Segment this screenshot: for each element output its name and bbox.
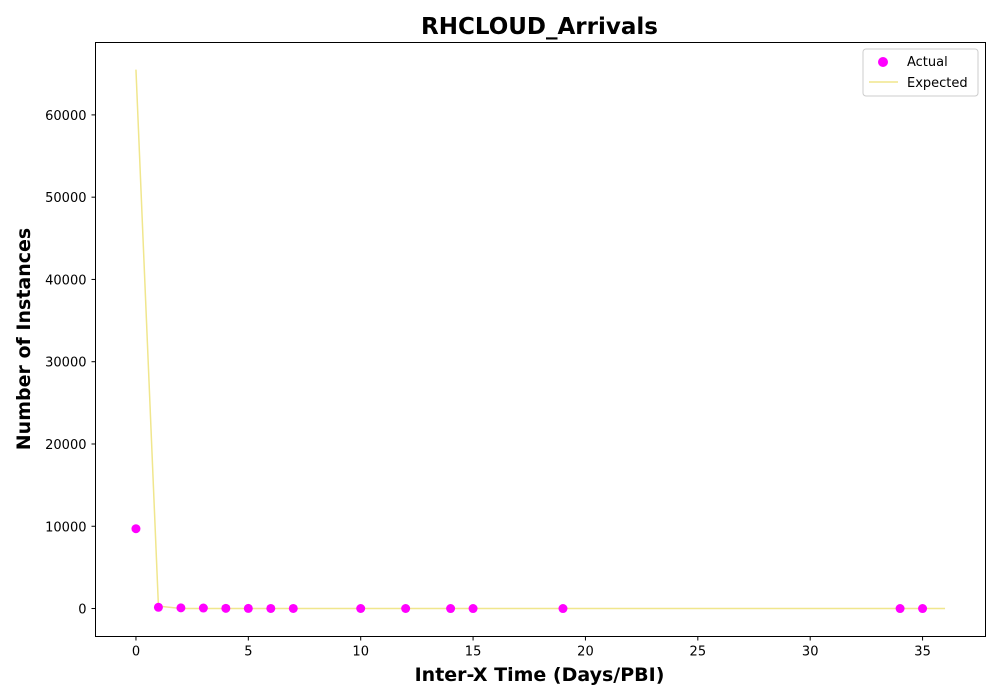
x-axis: 0 5 10 15 20 25 30 35	[132, 636, 931, 660]
legend-marker-actual	[878, 57, 888, 67]
y-axis-label: Number of Instances	[13, 228, 35, 450]
x-tick-label: 0	[132, 645, 140, 660]
actual-point	[468, 604, 478, 614]
actual-point	[356, 604, 366, 614]
actual-point	[918, 604, 928, 614]
actual-point	[153, 602, 163, 612]
x-tick-label: 10	[352, 645, 369, 660]
x-tick-label: 5	[244, 645, 252, 660]
actual-point	[446, 604, 456, 614]
actual-point	[558, 604, 568, 614]
actual-point	[288, 603, 298, 613]
actual-point	[266, 603, 276, 613]
x-tick-label: 20	[577, 645, 594, 660]
actual-point	[131, 524, 141, 534]
y-tick-label: 50000	[45, 191, 86, 206]
y-tick-label: 10000	[45, 520, 86, 535]
actual-point	[895, 604, 905, 614]
legend-label-actual: Actual	[907, 55, 948, 70]
chart-title: RHCLOUD_Arrivals	[421, 14, 658, 40]
y-tick-label: 60000	[45, 109, 86, 124]
actual-point	[401, 604, 411, 614]
legend: Actual Expected	[862, 48, 979, 97]
actual-point	[176, 603, 186, 613]
y-tick-label: 30000	[45, 356, 86, 371]
x-tick-label: 25	[690, 645, 707, 660]
y-tick-label: 40000	[45, 273, 86, 288]
legend-box	[862, 48, 979, 97]
actual-point	[243, 603, 253, 613]
actual-point	[221, 603, 231, 613]
expected-line	[135, 69, 946, 610]
x-tick-label: 35	[914, 645, 931, 660]
actual-point	[198, 603, 208, 613]
y-axis: 0 10000 20000 30000 40000 50000 60000	[45, 109, 96, 618]
plot-frame	[95, 42, 986, 637]
legend-label-expected: Expected	[907, 76, 968, 91]
y-tick-label: 20000	[45, 438, 86, 453]
x-axis-label: Inter-X Time (Days/PBI)	[415, 664, 665, 686]
plot-area	[131, 69, 946, 614]
x-tick-label: 15	[465, 645, 482, 660]
x-tick-label: 30	[802, 645, 819, 660]
y-tick-label: 0	[78, 603, 86, 618]
